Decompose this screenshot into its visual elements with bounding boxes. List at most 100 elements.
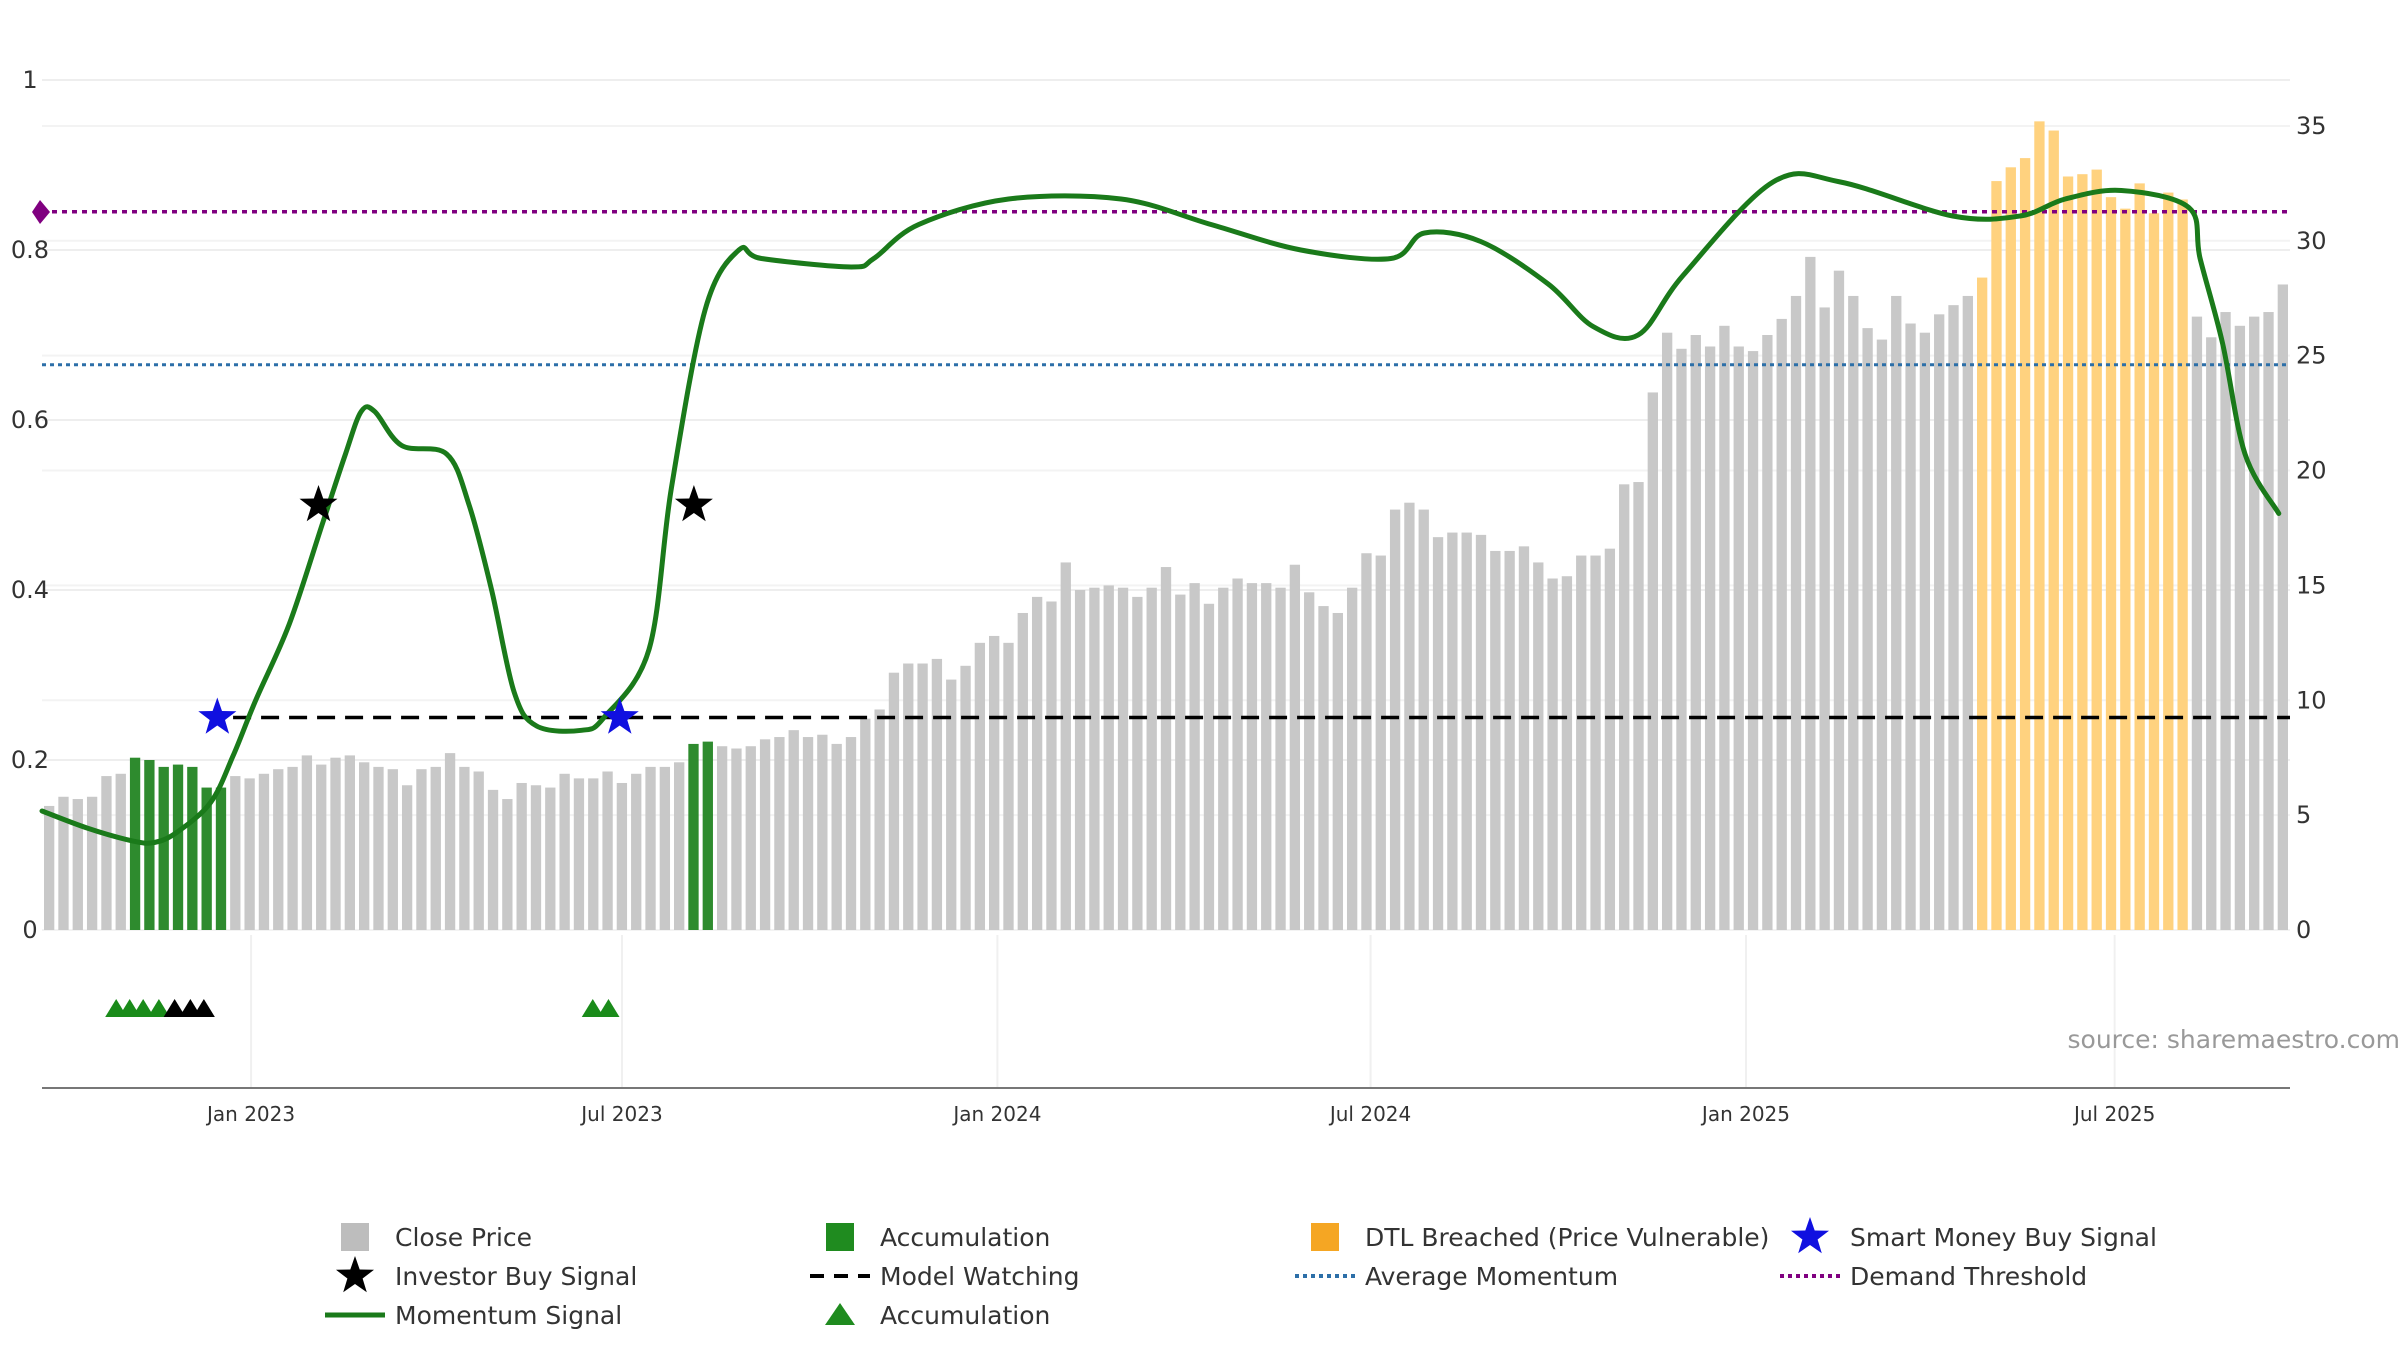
legend-label: Model Watching xyxy=(880,1262,1080,1291)
legend-label: Accumulation xyxy=(880,1301,1050,1330)
accumulation-triangle xyxy=(192,999,215,1017)
close-price-bar xyxy=(645,766,656,930)
price-bars xyxy=(44,121,2288,931)
investor-buy-star xyxy=(674,485,713,522)
legend-item: Accumulation xyxy=(825,1301,1050,1330)
close-price-bar xyxy=(1776,318,1787,930)
close-price-bar xyxy=(1919,332,1931,930)
dtl-breached-bar xyxy=(2019,158,2031,931)
close-price-bar xyxy=(1203,603,1215,930)
close-price-bar xyxy=(1318,606,1329,930)
left-tick-label: 0.6 xyxy=(11,406,49,434)
close-price-bar xyxy=(745,746,756,930)
legend-item: Investor Buy Signal xyxy=(336,1256,637,1293)
close-price-bar xyxy=(2206,337,2217,930)
dtl-breached-bar xyxy=(2120,208,2131,930)
close-price-bar xyxy=(344,755,355,930)
close-price-bar xyxy=(530,785,542,930)
close-price-bar xyxy=(1146,587,1157,930)
close-price-bar xyxy=(674,762,685,930)
close-price-bar xyxy=(1275,587,1286,930)
close-price-bar xyxy=(1762,335,1773,930)
accumulation-bar xyxy=(702,741,713,930)
close-price-bar xyxy=(1661,332,1673,930)
close-price-bar xyxy=(1132,596,1143,930)
close-price-bar xyxy=(931,658,943,930)
close-price-bar xyxy=(946,679,957,930)
close-price-bar xyxy=(1017,612,1028,930)
x-tick-label: Jul 2023 xyxy=(579,1102,662,1126)
close-price-bar xyxy=(273,769,284,930)
close-price-bar xyxy=(387,769,398,930)
close-price-bar xyxy=(1848,295,1859,930)
close-price-bar xyxy=(1261,583,1272,930)
close-price-bar xyxy=(1175,594,1186,930)
close-price-bar xyxy=(1533,562,1544,930)
close-price-bar xyxy=(2234,325,2246,930)
investor-buy-star xyxy=(299,485,338,522)
close-price-bar xyxy=(1676,348,1687,930)
close-price-bar xyxy=(1905,323,1916,930)
accumulation-bar xyxy=(688,743,699,930)
close-price-bar xyxy=(1619,484,1630,930)
close-price-bar xyxy=(2220,312,2231,930)
close-price-bar xyxy=(1747,351,1759,931)
close-price-bar xyxy=(316,764,327,930)
close-price-bar xyxy=(1389,509,1401,930)
left-tick-label: 0.2 xyxy=(11,746,49,774)
close-price-bar xyxy=(1089,587,1100,930)
legend-star-icon xyxy=(1791,1217,1829,1254)
right-tick-label: 15 xyxy=(2296,571,2327,599)
close-price-bar xyxy=(1504,550,1515,930)
close-price-bar xyxy=(774,737,785,930)
legend-item: DTL Breached (Price Vulnerable) xyxy=(1311,1223,1769,1252)
close-price-bar xyxy=(430,766,441,930)
close-price-bar xyxy=(459,766,470,930)
close-price-bar xyxy=(731,748,742,930)
legend-item: Smart Money Buy Signal xyxy=(1791,1217,2157,1254)
close-price-bar xyxy=(1304,592,1315,930)
close-price-bar xyxy=(1375,555,1386,930)
close-price-bar xyxy=(473,771,484,930)
close-price-bar xyxy=(86,796,98,930)
legend-swatch xyxy=(341,1223,369,1251)
close-price-bar xyxy=(244,778,255,930)
close-price-bar xyxy=(1074,590,1086,930)
close-price-bar xyxy=(874,709,885,930)
dtl-breached-bar xyxy=(1991,181,2002,930)
dtl-breached-bar xyxy=(2163,192,2174,930)
legend-label: Demand Threshold xyxy=(1850,1262,2087,1291)
close-price-bar xyxy=(1117,587,1129,930)
close-price-bar xyxy=(1160,567,1172,930)
close-price-bar xyxy=(631,773,642,930)
close-price-bar xyxy=(1346,587,1358,930)
close-price-bar xyxy=(1046,601,1057,930)
dtl-breached-bar xyxy=(2048,130,2059,931)
accumulation-bar xyxy=(215,787,227,930)
accumulation-triangle xyxy=(597,999,620,1017)
close-price-bar xyxy=(1031,596,1043,930)
accumulation-bar xyxy=(187,766,198,930)
dtl-breached-bar xyxy=(2091,169,2102,931)
close-price-bar xyxy=(2191,316,2203,930)
close-price-bar xyxy=(602,771,613,930)
close-price-bar xyxy=(1891,295,1902,930)
momentum-signal xyxy=(39,171,2282,846)
close-price-bar xyxy=(759,739,771,930)
x-tick-label: Jan 2023 xyxy=(205,1102,295,1126)
close-price-bar xyxy=(559,773,570,930)
close-price-bar xyxy=(258,773,270,930)
close-price-bar xyxy=(72,799,83,930)
right-tick-label: 35 xyxy=(2296,112,2327,140)
close-price-bar xyxy=(416,769,427,930)
close-price-bar xyxy=(101,776,112,930)
right-tick-label: 30 xyxy=(2296,227,2327,255)
close-price-bar xyxy=(444,753,456,930)
accumulation-bar xyxy=(172,764,184,930)
close-price-bar xyxy=(716,746,728,930)
close-price-bar xyxy=(359,762,370,930)
close-price-bar xyxy=(1518,546,1530,930)
x-tick-label: Jul 2025 xyxy=(2072,1102,2155,1126)
close-price-bar xyxy=(545,787,556,930)
close-price-bar xyxy=(58,796,69,930)
